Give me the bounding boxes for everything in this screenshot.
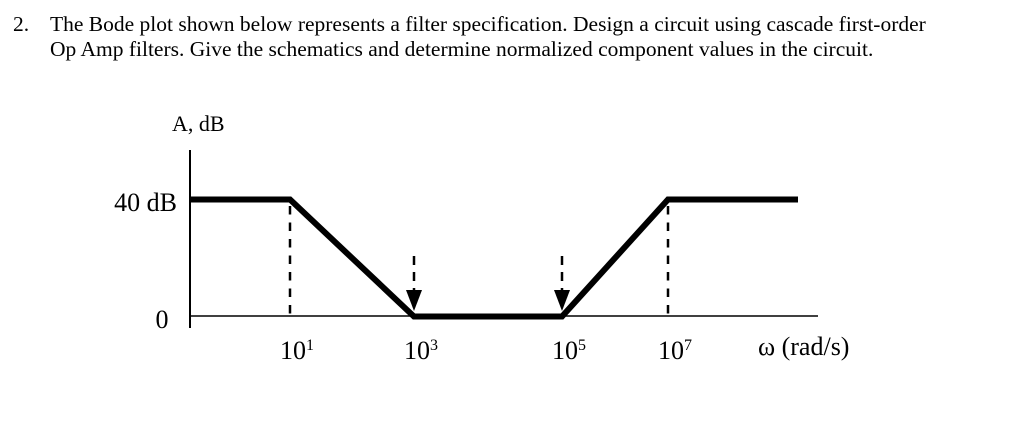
arrow-head-down-icon bbox=[554, 290, 570, 311]
y-tick-40db: 40 dB bbox=[114, 188, 177, 217]
arrow-head-down-icon bbox=[406, 290, 422, 311]
gain-spec-curve bbox=[190, 196, 798, 320]
problem-line-2: Op Amp filters. Give the schematics and … bbox=[50, 37, 874, 61]
x-tick-exponent: 7 bbox=[684, 337, 692, 354]
x-tick-exponent: 3 bbox=[430, 337, 438, 354]
x-tick-10e5: 105 bbox=[552, 336, 586, 366]
x-tick-base: 10 bbox=[658, 336, 684, 365]
problem-number: 2. bbox=[13, 12, 30, 36]
x-tick-10e1: 101 bbox=[280, 336, 314, 366]
x-axis-label: ω (rad/s) bbox=[758, 332, 850, 361]
problem-statement: 2. The Bode plot shown below represents … bbox=[13, 12, 926, 62]
x-tick-base: 10 bbox=[280, 336, 306, 365]
problem-line-1: The Bode plot shown below represents a f… bbox=[50, 12, 926, 36]
y-tick-0: 0 bbox=[155, 305, 169, 334]
x-tick-base: 10 bbox=[404, 336, 430, 365]
x-tick-10e3: 103 bbox=[404, 336, 438, 366]
y-axis-label: A, dB bbox=[172, 111, 225, 136]
x-tick-base: 10 bbox=[552, 336, 578, 365]
x-tick-exponent: 1 bbox=[306, 337, 314, 354]
problem-text: The Bode plot shown below represents a f… bbox=[50, 12, 926, 62]
x-tick-exponent: 5 bbox=[578, 337, 586, 354]
x-tick-10e7: 107 bbox=[658, 336, 692, 366]
